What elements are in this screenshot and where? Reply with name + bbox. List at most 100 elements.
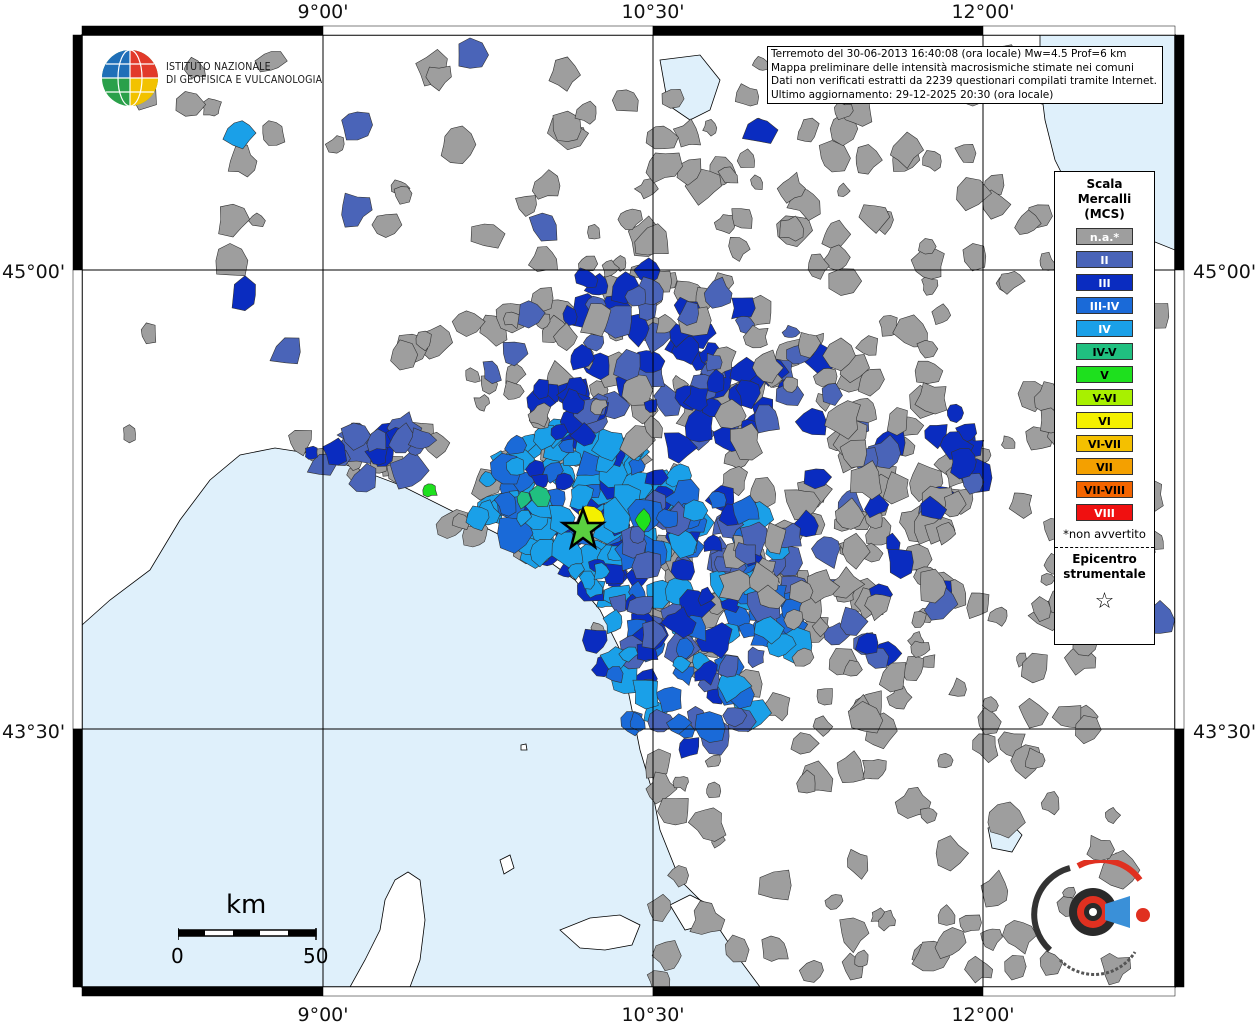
- municipality: [478, 471, 497, 488]
- municipality: [341, 192, 373, 228]
- top-lon-label-1: 9°00': [298, 1, 349, 23]
- municipality: [675, 637, 695, 659]
- municipality: [493, 491, 517, 517]
- elba-island: [559, 914, 641, 951]
- municipality: [821, 219, 852, 249]
- municipality: [655, 508, 679, 528]
- municipality: [980, 869, 1009, 908]
- legend-item: n.a.*: [1076, 228, 1133, 245]
- municipality: [920, 495, 948, 520]
- gorgona-island: [520, 743, 528, 751]
- municipality: [503, 311, 523, 330]
- municipality: [1001, 435, 1016, 449]
- municipality: [943, 490, 967, 518]
- municipality: [742, 325, 769, 349]
- municipality: [529, 539, 558, 568]
- municipality: [628, 456, 646, 476]
- municipality: [724, 934, 750, 963]
- municipality: [820, 244, 851, 272]
- top-lon-label-3: 12°00': [951, 1, 1014, 23]
- legend-title-line-1: Scala: [1086, 177, 1123, 191]
- municipality: [645, 125, 679, 150]
- municipality: [667, 527, 698, 559]
- municipality: [776, 171, 806, 204]
- municipality: [828, 268, 863, 296]
- municipality: [645, 771, 678, 805]
- legend-item: VII-VIII: [1076, 481, 1133, 498]
- municipality: [764, 522, 787, 555]
- municipality: [811, 616, 830, 638]
- municipality: [473, 394, 490, 412]
- legend-epicenter-title: Epicentro strumentale: [1055, 552, 1154, 582]
- municipality: [624, 285, 646, 307]
- municipality: [834, 497, 865, 530]
- municipality: [175, 91, 207, 117]
- municipality: [705, 352, 723, 372]
- municipality: [722, 707, 748, 728]
- grid-lines: [82, 35, 1175, 987]
- municipality: [562, 388, 585, 415]
- municipality: [578, 255, 599, 272]
- scale-bar: km 0 50: [170, 890, 330, 970]
- municipality: [816, 688, 833, 706]
- municipality: [734, 83, 760, 107]
- municipality: [528, 212, 558, 242]
- municipality: [601, 259, 620, 278]
- municipality: [341, 111, 373, 141]
- municipality: [911, 610, 927, 628]
- municipality: [634, 223, 669, 256]
- legend-items: n.a.* II III III-IV IV IV-V V V-VI VI VI-VII VII VI…: [1055, 228, 1154, 521]
- legend-title: Scala Mercalli (MCS): [1055, 177, 1154, 222]
- event-info-line-2: Mappa preliminare delle intensità macros…: [771, 61, 1134, 74]
- municipality: [886, 407, 908, 436]
- municipality: [587, 223, 601, 240]
- municipality: [747, 646, 765, 669]
- municipality: [533, 378, 550, 400]
- municipality: [530, 474, 549, 489]
- municipality: [340, 422, 372, 451]
- municipality: [550, 423, 569, 441]
- municipality: [504, 434, 528, 455]
- capraia-island: [499, 854, 515, 875]
- municipality: [465, 367, 481, 383]
- municipality: [998, 270, 1026, 295]
- event-info-box: Terremoto del 30-06-2013 16:40:08 (ora l…: [767, 46, 1163, 104]
- municipality: [729, 422, 763, 461]
- municipality: [833, 101, 854, 121]
- municipality: [735, 379, 761, 410]
- legend-item: III-IV: [1076, 297, 1133, 314]
- municipality: [731, 208, 753, 229]
- municipality: [937, 904, 956, 926]
- municipality: [678, 737, 700, 759]
- municipality: [1104, 807, 1122, 824]
- municipality: [422, 483, 438, 498]
- municipality: [1039, 950, 1064, 976]
- municipality: [580, 303, 612, 337]
- municipality: [663, 432, 698, 464]
- legend-epicenter-line-2: strumentale: [1063, 567, 1146, 581]
- municipality: [714, 398, 747, 429]
- municipality: [798, 332, 822, 359]
- municipality: [734, 542, 756, 565]
- municipality: [123, 424, 136, 444]
- municipality: [857, 368, 885, 397]
- municipality: [954, 143, 977, 163]
- municipality: [807, 253, 830, 280]
- municipality: [843, 659, 863, 677]
- legend-item: V-VI: [1076, 389, 1133, 406]
- municipality: [836, 750, 865, 784]
- municipality: [1075, 715, 1102, 745]
- municipality: [654, 686, 682, 713]
- scale-max: 50: [303, 944, 329, 968]
- municipality: [366, 428, 387, 453]
- municipality: [641, 619, 668, 650]
- municipality: [555, 472, 575, 491]
- municipality: [937, 752, 954, 769]
- municipality: [324, 135, 345, 154]
- municipality: [839, 606, 869, 636]
- municipality: [393, 186, 413, 205]
- municipality: [1018, 697, 1049, 729]
- municipality: [855, 144, 883, 175]
- municipality: [677, 300, 699, 326]
- municipality: [531, 169, 561, 200]
